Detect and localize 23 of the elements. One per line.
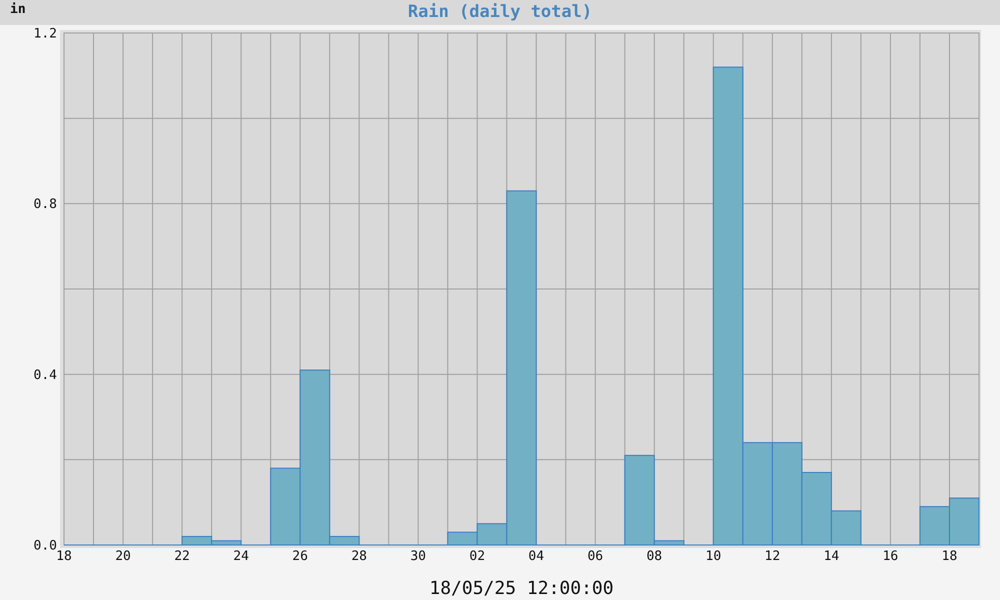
x-tick-label: 10: [706, 549, 722, 564]
x-tick-label: 02: [469, 549, 486, 564]
x-tick-label: 08: [646, 549, 662, 564]
x-tick-label: 24: [233, 549, 250, 564]
x-axis-title: 18/05/25 12:00:00: [429, 578, 614, 599]
x-tick-label: 14: [824, 549, 840, 564]
y-tick-label: 0.0: [34, 538, 57, 554]
x-tick-label: 26: [292, 549, 308, 564]
x-tick-label: 16: [882, 549, 898, 564]
y-tick-label: 0.4: [34, 368, 58, 383]
x-tick-label: 22: [174, 549, 190, 564]
x-tick-label: 18: [56, 549, 72, 564]
y-axis-title: in: [10, 2, 26, 17]
x-tick-label: 30: [410, 549, 426, 564]
x-tick-label: 20: [115, 549, 131, 564]
y-tick-label: 0.8: [34, 197, 57, 212]
x-tick-label: 06: [587, 549, 604, 564]
x-tick-label: 18: [942, 549, 958, 564]
y-tick-label: 1.2: [34, 26, 57, 42]
x-tick-label: 12: [764, 549, 780, 564]
x-tick-label: 04: [528, 549, 544, 564]
x-tick-label: 28: [351, 549, 367, 564]
chart-title: Rain (daily total): [408, 2, 592, 22]
